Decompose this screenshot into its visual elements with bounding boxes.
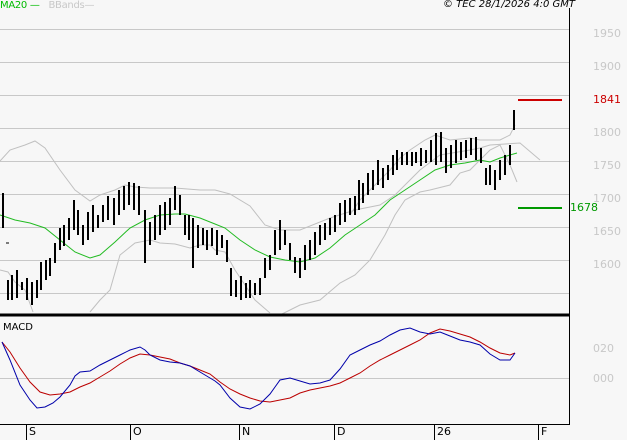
- macd-signal-line: [1, 328, 516, 403]
- y-tick-1900: 1900: [593, 60, 621, 73]
- legend-bbands-swatch: —: [84, 0, 95, 11]
- legend-bbands: BBands: [48, 0, 85, 11]
- y-tick-1600: 1600: [593, 258, 621, 271]
- price-gridlines: [0, 29, 569, 294]
- x-label-sep: S: [29, 425, 36, 438]
- legend-ma20: MA20: [0, 0, 27, 11]
- x-label-dec: D: [337, 425, 346, 438]
- resistance-label: 1841: [593, 93, 621, 106]
- y-tick-1750: 1750: [593, 159, 621, 172]
- macd-tick-020: 020: [593, 342, 614, 355]
- bbands-upper-line: [0, 140, 541, 231]
- ma20-line: [0, 152, 518, 263]
- legend-ma20-swatch: —: [27, 0, 40, 11]
- y-tick-1800: 1800: [593, 126, 621, 139]
- chart-legend: MA20 — BBands—: [0, 0, 94, 11]
- x-label-nov: N: [242, 425, 251, 438]
- macd-title: MACD: [3, 322, 33, 333]
- macd-line: [1, 327, 516, 410]
- y-tick-1700: 1700: [593, 192, 621, 205]
- x-axis-ticks: [26, 424, 539, 440]
- macd-tick-000: 000: [593, 372, 614, 385]
- y-tick-1650: 1650: [593, 225, 621, 238]
- support-label: 1678: [570, 201, 598, 214]
- y-tick-1950: 1950: [593, 27, 621, 40]
- ohlc-bars: [2, 110, 515, 305]
- copyright-timestamp: © TEC 28/1/2026 4:0 GMT: [443, 0, 575, 10]
- x-label-2026: 26: [437, 425, 451, 438]
- x-label-oct: O: [133, 425, 142, 438]
- x-label-feb: F: [541, 425, 548, 438]
